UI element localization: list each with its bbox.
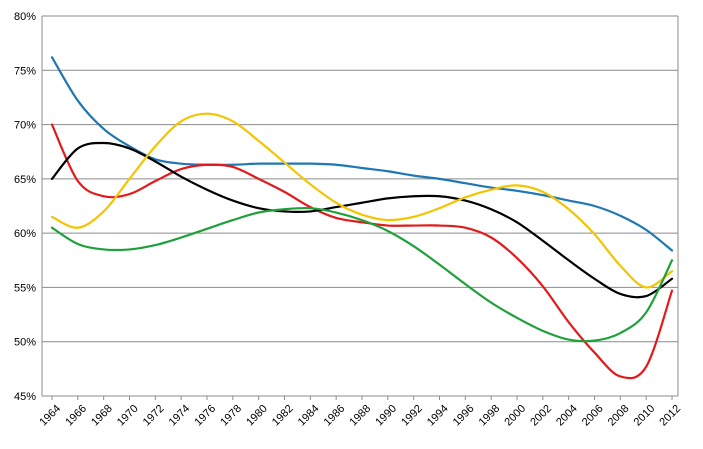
x-tick-label: 2006 [580,403,606,429]
x-tick-label: 1964 [37,403,63,429]
series-lines [50,56,674,380]
x-tick-label: 1986 [322,403,348,429]
y-tick-label: 50% [14,337,36,349]
x-tick-label: 1966 [63,403,89,429]
x-tick-label: 1978 [218,403,244,429]
x-tick-label: 1970 [115,403,141,429]
x-tick-label: 1984 [296,403,322,429]
y-tick-label: 45% [14,391,36,403]
x-tick-label: 1968 [89,403,115,429]
x-tick-label: 1994 [425,403,451,429]
x-tick-label: 2012 [657,403,683,429]
x-tick-label: 1988 [347,403,373,429]
series-line-5 [50,206,674,343]
y-tick-label: 60% [14,228,36,240]
y-tick-label: 65% [14,174,36,186]
x-axis-tick-labels: 1964 1966 1968 1970 1972 1974 1976 1978 1980 1982… [37,403,683,429]
series-line-2 [50,123,674,380]
x-tick-label: 1990 [373,403,399,429]
y-tick-label: 55% [14,282,36,294]
y-axis-tick-labels: 45% 50% 55% 60% 65% 70% 75% 80% [14,11,36,403]
axes [41,16,679,400]
x-tick-label: 1996 [451,403,477,429]
series-line-4 [50,112,674,289]
y-tick-label: 70% [14,120,36,132]
gridlines [42,15,678,397]
y-tick-label: 80% [14,11,36,23]
x-tick-label: 2000 [502,403,528,429]
x-tick-label: 1976 [192,403,218,429]
series-line-3 [50,141,674,299]
y-tick-label: 75% [14,65,36,77]
x-tick-label: 2008 [606,403,632,429]
x-tick-label: 1998 [477,403,503,429]
x-tick-label: 1982 [270,403,296,429]
x-tick-label: 2010 [632,403,658,429]
x-tick-label: 1992 [399,403,425,429]
x-tick-label: 1972 [141,403,167,429]
x-tick-label: 1974 [167,403,193,429]
x-tick-label: 1980 [244,403,270,429]
x-tick-label: 2004 [554,403,580,429]
x-tick-label: 2002 [528,403,554,429]
series-line-1 [50,56,674,252]
